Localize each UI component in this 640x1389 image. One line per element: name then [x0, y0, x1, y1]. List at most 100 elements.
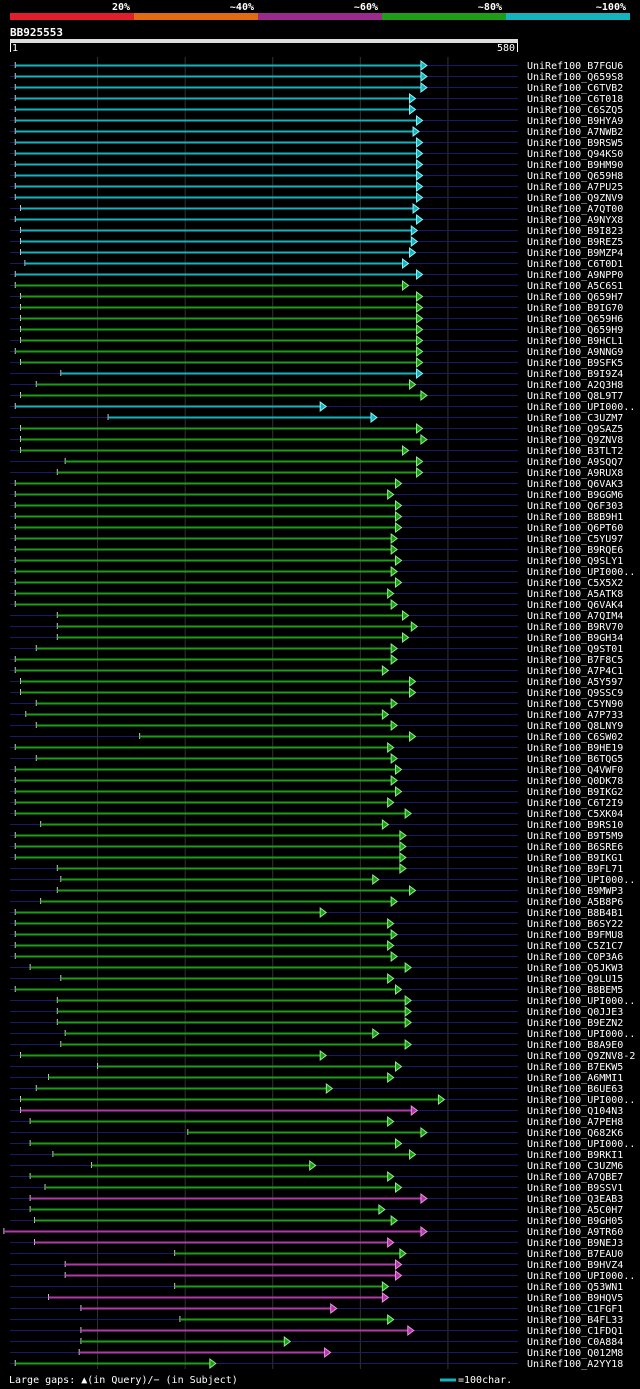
alignment-row[interactable]: UniRef100_B9T5M9 — [10, 830, 623, 842]
hit-label[interactable]: UniRef100_Q6VAK4 — [527, 600, 623, 611]
alignment-row[interactable]: UniRef100_C1FGF1 — [10, 1303, 623, 1315]
alignment-row[interactable]: UniRef100_A9NYX8 — [10, 214, 623, 226]
alignment-row[interactable]: UniRef100_UPI000.. — [10, 874, 635, 886]
alignment-row[interactable]: UniRef100_A9SQQ7 — [10, 456, 623, 468]
alignment-row[interactable]: UniRef100_B7FGU6 — [10, 60, 623, 72]
alignment-row[interactable]: UniRef100_Q6PT60 — [10, 522, 623, 534]
hit-label[interactable]: UniRef100_B8A9E0 — [527, 1040, 623, 1051]
alignment-row[interactable]: UniRef100_C6T018 — [10, 93, 623, 105]
hit-label[interactable]: UniRef100_B6UE63 — [527, 1084, 623, 1095]
alignment-row[interactable]: UniRef100_C0P3A6 — [10, 951, 623, 963]
hit-label[interactable]: UniRef100_A7QIM4 — [527, 611, 623, 622]
alignment-row[interactable]: UniRef100_A5C0H7 — [10, 1204, 623, 1216]
alignment-row[interactable]: UniRef100_A7QIM4 — [10, 610, 623, 622]
hit-label[interactable]: UniRef100_A5C0H7 — [527, 1205, 623, 1216]
hit-label[interactable]: UniRef100_C6TVB2 — [527, 83, 623, 94]
hit-label[interactable]: UniRef100_C1FDQ1 — [527, 1326, 623, 1337]
hit-label[interactable]: UniRef100_UPI000.. — [527, 875, 635, 886]
hit-label[interactable]: UniRef100_A5B8P6 — [527, 897, 623, 908]
alignment-row[interactable]: UniRef100_Q9ZNV9 — [10, 192, 623, 204]
hit-label[interactable]: UniRef100_B9HYA9 — [527, 116, 623, 127]
alignment-row[interactable]: UniRef100_C1FDQ1 — [10, 1325, 623, 1337]
alignment-row[interactable]: UniRef100_B9SSV1 — [10, 1182, 623, 1194]
alignment-row[interactable]: UniRef100_B8BEM5 — [10, 984, 623, 996]
hit-label[interactable]: UniRef100_UPI000.. — [527, 996, 635, 1007]
alignment-row[interactable]: UniRef100_A9TR60 — [3, 1226, 623, 1238]
hit-label[interactable]: UniRef100_Q104N3 — [527, 1106, 623, 1117]
alignment-row[interactable]: UniRef100_B4FL33 — [10, 1314, 623, 1326]
hit-label[interactable]: UniRef100_B6SY22 — [527, 919, 623, 930]
alignment-row[interactable]: UniRef100_B9I9Z4 — [10, 368, 623, 380]
hit-label[interactable]: UniRef100_A5C6S1 — [527, 281, 623, 292]
hit-label[interactable]: UniRef100_Q659H8 — [527, 171, 623, 182]
alignment-row[interactable]: UniRef100_A9NPP0 — [10, 269, 623, 281]
alignment-row[interactable]: UniRef100_B9RSW5 — [10, 137, 623, 149]
hit-label[interactable]: UniRef100_Q659H6 — [527, 314, 623, 325]
alignment-row[interactable]: UniRef100_A7QBE7 — [10, 1171, 623, 1183]
hit-label[interactable]: UniRef100_Q0JJE3 — [527, 1007, 623, 1018]
alignment-row[interactable]: UniRef100_B9RV70 — [10, 621, 623, 633]
alignment-row[interactable]: UniRef100_C5YU97 — [10, 533, 623, 545]
alignment-row[interactable]: UniRef100_A7PU25 — [10, 181, 623, 193]
alignment-row[interactable]: UniRef100_C6SW02 — [10, 731, 623, 743]
hit-label[interactable]: UniRef100_A7PU25 — [527, 182, 623, 193]
alignment-row[interactable]: UniRef100_Q6F303 — [10, 500, 623, 512]
alignment-row[interactable]: UniRef100_Q9SAZ5 — [10, 423, 623, 435]
hit-label[interactable]: UniRef100_A2Q3H8 — [527, 380, 623, 391]
hit-label[interactable]: UniRef100_B9RV70 — [527, 622, 623, 633]
hit-label[interactable]: UniRef100_C0A884 — [527, 1337, 623, 1348]
alignment-row[interactable]: UniRef100_B9HVZ4 — [10, 1259, 623, 1271]
hit-label[interactable]: UniRef100_C5Z1C7 — [527, 941, 623, 952]
hit-label[interactable]: UniRef100_B9I9Z4 — [527, 369, 623, 380]
hit-label[interactable]: UniRef100_B8BEM5 — [527, 985, 623, 996]
alignment-row[interactable]: UniRef100_B8B4B1 — [10, 907, 623, 919]
hit-label[interactable]: UniRef100_B9HE19 — [527, 743, 623, 754]
hit-label[interactable]: UniRef100_A9NYX8 — [527, 215, 623, 226]
hit-label[interactable]: UniRef100_UPI000.. — [527, 1029, 635, 1040]
alignment-row[interactable]: UniRef100_B9RS10 — [10, 819, 623, 831]
alignment-row[interactable]: UniRef100_UPI000.. — [10, 566, 635, 578]
alignment-row[interactable]: UniRef100_B8A9E0 — [10, 1039, 623, 1051]
hit-label[interactable]: UniRef100_B9HM90 — [527, 160, 623, 171]
hit-label[interactable]: UniRef100_B9HVZ4 — [527, 1260, 623, 1271]
alignment-row[interactable]: UniRef100_Q3EAB3 — [10, 1193, 623, 1205]
alignment-row[interactable]: UniRef100_B9FL71 — [10, 863, 623, 875]
hit-label[interactable]: UniRef100_A9SQQ7 — [527, 457, 623, 468]
hit-label[interactable]: UniRef100_B9FL71 — [527, 864, 623, 875]
alignment-row[interactable]: UniRef100_B9HYA9 — [10, 115, 623, 127]
alignment-row[interactable]: UniRef100_Q659H9 — [10, 324, 623, 336]
alignment-row[interactable]: UniRef100_B9REZ5 — [10, 236, 623, 248]
alignment-row[interactable]: UniRef100_C6T2I9 — [10, 797, 623, 809]
alignment-row[interactable]: UniRef100_C5X5X2 — [10, 577, 623, 589]
hit-label[interactable]: UniRef100_C5X5X2 — [527, 578, 623, 589]
hit-label[interactable]: UniRef100_Q659S8 — [527, 72, 623, 83]
hit-label[interactable]: UniRef100_Q9SSC9 — [527, 688, 623, 699]
alignment-row[interactable]: UniRef100_B7EAU0 — [10, 1248, 623, 1260]
hit-label[interactable]: UniRef100_A7NWB2 — [527, 127, 623, 138]
alignment-row[interactable]: UniRef100_Q53WN1 — [10, 1281, 623, 1293]
alignment-row[interactable]: UniRef100_UPI000.. — [10, 1028, 635, 1040]
hit-label[interactable]: UniRef100_C0P3A6 — [527, 952, 623, 963]
hit-label[interactable]: UniRef100_B9IG70 — [527, 303, 623, 314]
alignment-row[interactable]: UniRef100_Q659H8 — [10, 170, 623, 182]
alignment-row[interactable]: UniRef100_Q9ST01 — [10, 643, 623, 655]
alignment-row[interactable]: UniRef100_A9NNG9 — [10, 346, 623, 358]
hit-label[interactable]: UniRef100_C6T2I9 — [527, 798, 623, 809]
alignment-row[interactable]: UniRef100_UPI000.. — [10, 401, 635, 413]
alignment-row[interactable]: UniRef100_A7P4C1 — [10, 665, 623, 677]
hit-label[interactable]: UniRef100_Q4VWF0 — [527, 765, 623, 776]
alignment-row[interactable]: UniRef100_B9HQV5 — [10, 1292, 623, 1304]
alignment-row[interactable]: UniRef100_C5YN90 — [10, 698, 623, 710]
alignment-row[interactable]: UniRef100_Q8LNY9 — [10, 720, 623, 732]
hit-label[interactable]: UniRef100_B9RS10 — [527, 820, 623, 831]
alignment-row[interactable]: UniRef100_Q6VAK3 — [10, 478, 623, 490]
hit-label[interactable]: UniRef100_A7QT00 — [527, 204, 623, 215]
alignment-row[interactable]: UniRef100_UPI000.. — [10, 1270, 635, 1282]
alignment-row[interactable]: UniRef100_Q659H6 — [10, 313, 623, 325]
hit-label[interactable]: UniRef100_C1FGF1 — [527, 1304, 623, 1315]
alignment-row[interactable]: UniRef100_UPI000.. — [10, 995, 635, 1007]
alignment-row[interactable]: UniRef100_C3UZM7 — [10, 412, 623, 424]
alignment-row[interactable]: UniRef100_A7PEH8 — [10, 1116, 623, 1128]
alignment-row[interactable]: UniRef100_Q9ZNV8 — [10, 434, 623, 446]
hit-label[interactable]: UniRef100_B9FMU8 — [527, 930, 623, 941]
